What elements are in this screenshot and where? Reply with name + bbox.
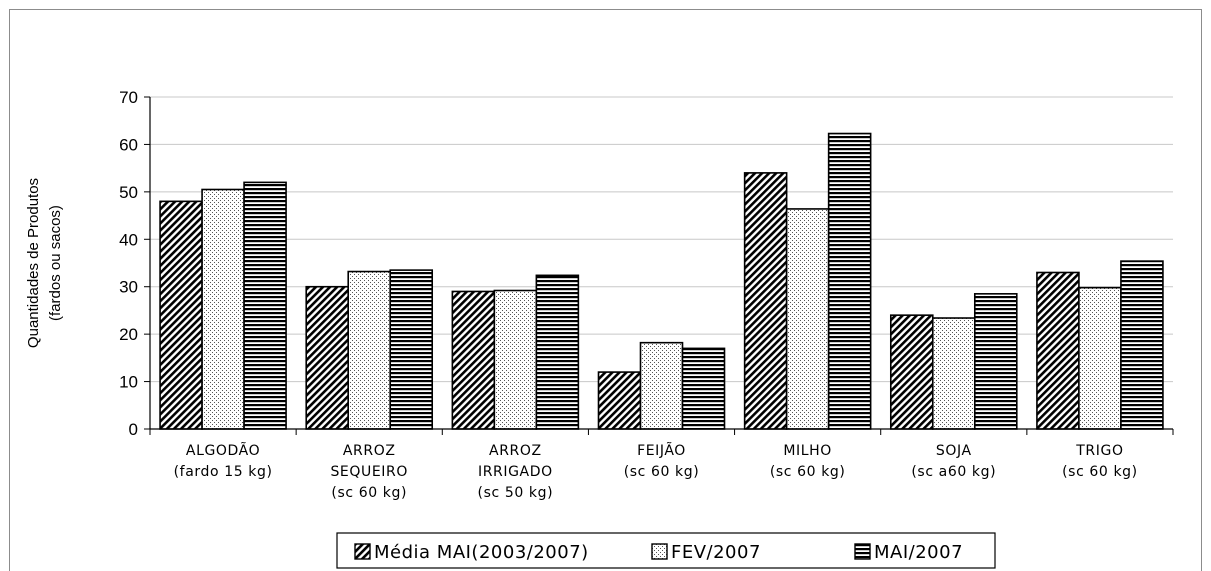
- bar-diagonal-hatch: [451, 290, 496, 430]
- gridlines: [150, 96, 1173, 383]
- bar-dots: [347, 270, 392, 430]
- y-tick-label: 30: [119, 278, 138, 297]
- x-category-label: (sc 60 kg): [1062, 464, 1138, 480]
- bar-horizontal-lines: [389, 269, 434, 430]
- legend-swatch: [354, 543, 371, 560]
- x-category-label: ALGODÃO: [186, 442, 260, 459]
- chart-frame: [9, 9, 1202, 571]
- x-category-label: MILHO: [783, 443, 832, 459]
- x-category-label: IRRIGADO: [478, 464, 553, 480]
- x-category-label: (sc 60 kg): [624, 464, 700, 480]
- x-category-label: (fardo 15 kg): [174, 464, 273, 480]
- bar-dots: [493, 289, 538, 430]
- bar-dots: [639, 341, 684, 430]
- legend-label: FEV/2007: [671, 542, 761, 563]
- bar-diagonal-hatch: [159, 200, 203, 430]
- bar-horizontal-lines: [681, 347, 726, 430]
- bar-horizontal-lines: [827, 132, 872, 430]
- legend-label: Média MAI(2003/2007): [374, 542, 589, 563]
- x-category-label: (sc 50 kg): [478, 485, 554, 501]
- bar-diagonal-hatch: [1036, 271, 1080, 430]
- y-tick-label: 20: [119, 325, 138, 344]
- bar-diagonal-hatch: [889, 314, 934, 430]
- y-axis-title: Quantidades de Produtos: [25, 178, 42, 348]
- bar-dots: [785, 208, 830, 430]
- axes: [144, 96, 1174, 435]
- x-category-label: (sc 60 kg): [331, 485, 407, 501]
- y-tick-label: 70: [119, 88, 138, 107]
- x-category-label: ARROZ: [489, 443, 542, 459]
- y-axis-title: (fardos ou sacos): [47, 205, 64, 321]
- bar-dots: [931, 317, 976, 430]
- y-tick-label: 10: [119, 373, 138, 392]
- bar-dots: [201, 188, 245, 430]
- x-category-label: SEQUEIRO: [330, 464, 408, 480]
- x-category-label: FEIJÃO: [637, 442, 686, 459]
- y-tick-label: 40: [119, 230, 138, 249]
- bar-dots: [1078, 286, 1122, 430]
- x-category-label: (sc a60 kg): [911, 464, 996, 480]
- bar-horizontal-lines: [1120, 260, 1164, 430]
- y-tick-label: 50: [119, 183, 138, 202]
- x-category-label: SOJA: [936, 443, 972, 459]
- x-category-label: TRIGO: [1075, 443, 1123, 459]
- legend-swatch: [854, 543, 871, 560]
- legend-swatch: [651, 543, 668, 560]
- legend-label: MAI/2007: [874, 542, 963, 563]
- bar-horizontal-lines: [535, 274, 580, 430]
- bar-diagonal-hatch: [597, 371, 642, 430]
- bar-diagonal-hatch: [743, 172, 788, 430]
- bar-diagonal-hatch: [305, 285, 350, 430]
- axis-labels: 0 10 20 30 40 50 60 70 ALGODÃO (fardo 15 kg) ARROZ…: [25, 88, 1138, 501]
- y-tick-label: 60: [119, 135, 138, 154]
- bar-horizontal-lines: [973, 293, 1018, 430]
- legend: Média MAI(2003/2007) FEV/2007 MAI/2007: [336, 532, 996, 569]
- bars: [159, 132, 1164, 430]
- x-category-label: (sc 60 kg): [770, 464, 846, 480]
- y-tick-label: 0: [129, 420, 138, 439]
- bar-horizontal-lines: [243, 181, 287, 430]
- x-category-label: ARROZ: [343, 443, 396, 459]
